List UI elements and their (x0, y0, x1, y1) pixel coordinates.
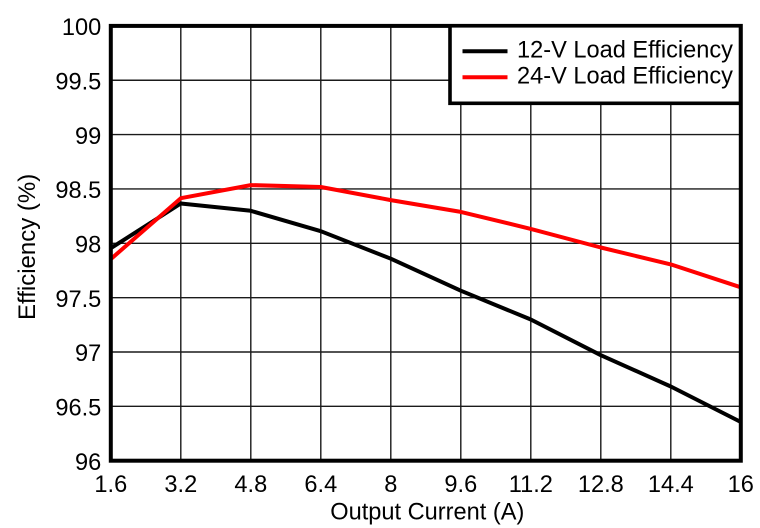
svg-text:4.8: 4.8 (234, 472, 267, 498)
svg-text:14.4: 14.4 (648, 472, 694, 498)
svg-text:100: 100 (62, 15, 101, 41)
svg-text:8: 8 (384, 472, 397, 498)
svg-text:98: 98 (75, 233, 101, 259)
svg-text:3.2: 3.2 (164, 472, 197, 498)
svg-text:12.8: 12.8 (578, 472, 624, 498)
svg-text:98.5: 98.5 (55, 178, 101, 204)
svg-text:96.5: 96.5 (55, 396, 101, 422)
svg-text:16: 16 (728, 472, 754, 498)
svg-text:24-V Load Efficiency: 24-V Load Efficiency (517, 64, 733, 90)
svg-text:96: 96 (75, 450, 101, 476)
svg-text:6.4: 6.4 (304, 472, 337, 498)
svg-text:11.2: 11.2 (509, 472, 553, 498)
svg-text:99: 99 (75, 124, 101, 150)
svg-text:9.6: 9.6 (444, 472, 477, 498)
svg-text:Efficiency (%): Efficiency (%) (14, 174, 41, 320)
svg-text:97: 97 (75, 341, 101, 367)
svg-text:97.5: 97.5 (55, 287, 101, 313)
svg-text:12-V Load Efficiency: 12-V Load Efficiency (517, 38, 733, 64)
svg-text:99.5: 99.5 (55, 69, 101, 95)
svg-text:1.6: 1.6 (94, 472, 127, 498)
svg-text:Output Current (A): Output Current (A) (330, 499, 524, 525)
